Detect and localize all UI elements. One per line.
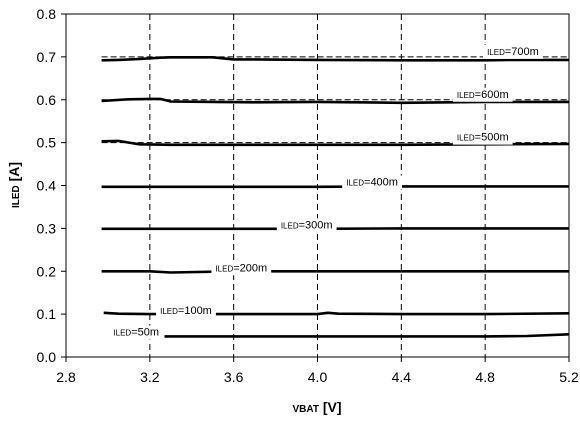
series-label-symbol: ILED [160, 307, 178, 316]
y-tick-label: 0.7 [37, 49, 57, 65]
y-axis-title-unit: [A] [6, 162, 22, 185]
y-tick-label: 0.4 [37, 178, 57, 194]
x-tick-label: 2.8 [56, 369, 76, 385]
x-axis-title: VBAT [V] [292, 399, 341, 415]
series-label: ILED=300m [281, 219, 333, 231]
series-label: ILED=700m [487, 46, 539, 58]
series-label-symbol: ILED [281, 221, 299, 230]
series-label-value: =400m [364, 177, 398, 189]
y-axis-title-symbol: ILED [11, 185, 22, 208]
x-axis-title-symbol: VBAT [292, 404, 318, 415]
x-tick-label: 4.8 [475, 369, 495, 385]
series-label-symbol: ILED [457, 134, 475, 143]
y-tick-label: 0.2 [37, 263, 57, 279]
series-labels: ILED=700mILED=600mILED=500mILED=400mILED… [109, 45, 542, 340]
series-label-value: =200m [233, 262, 267, 274]
series-label: ILED=200m [215, 262, 267, 274]
y-tick-label: 0.5 [37, 135, 57, 151]
series-label-value: =700m [505, 46, 539, 58]
y-tick-label: 0.0 [37, 349, 57, 365]
series-label: ILED=400m [346, 177, 398, 189]
series-label-symbol: ILED [215, 264, 233, 273]
x-tick-label: 3.6 [224, 369, 244, 385]
series-label-symbol: ILED [346, 179, 364, 188]
series-label: ILED=500m [457, 132, 509, 144]
x-tick-label: 4.4 [392, 369, 412, 385]
series-label: ILED=600m [457, 89, 509, 101]
y-axis-title: ILED [A] [6, 162, 22, 208]
x-tick-label: 5.2 [559, 369, 579, 385]
series-line [102, 271, 569, 272]
x-tick-label: 3.2 [140, 369, 160, 385]
x-axis-ticks: 2.8 3.2 3.6 4.0 4.4 4.8 5.2 [56, 357, 579, 385]
series-label-value: =500m [475, 132, 509, 144]
series-label-value: =300m [299, 219, 333, 231]
series-label-symbol: ILED [113, 329, 131, 338]
series-label-value: =100m [178, 305, 212, 317]
series-label-value: =600m [475, 89, 509, 101]
y-axis-ticks: 0.0 0.1 0.2 0.3 0.4 0.5 0.6 0.7 0.8 [37, 6, 66, 365]
y-tick-label: 0.8 [37, 6, 57, 22]
series-label: ILED=100m [160, 305, 212, 317]
series-label-symbol: ILED [487, 48, 505, 57]
y-tick-label: 0.3 [37, 220, 57, 236]
series-line [165, 334, 570, 336]
y-tick-label: 0.6 [37, 92, 57, 108]
series-label-symbol: ILED [457, 91, 475, 100]
series-label-value: =50m [131, 327, 159, 339]
series-label: ILED=50m [113, 327, 159, 339]
x-tick-label: 4.0 [308, 369, 328, 385]
y-tick-label: 0.1 [37, 306, 57, 322]
x-axis-title-unit: [V] [319, 399, 342, 415]
